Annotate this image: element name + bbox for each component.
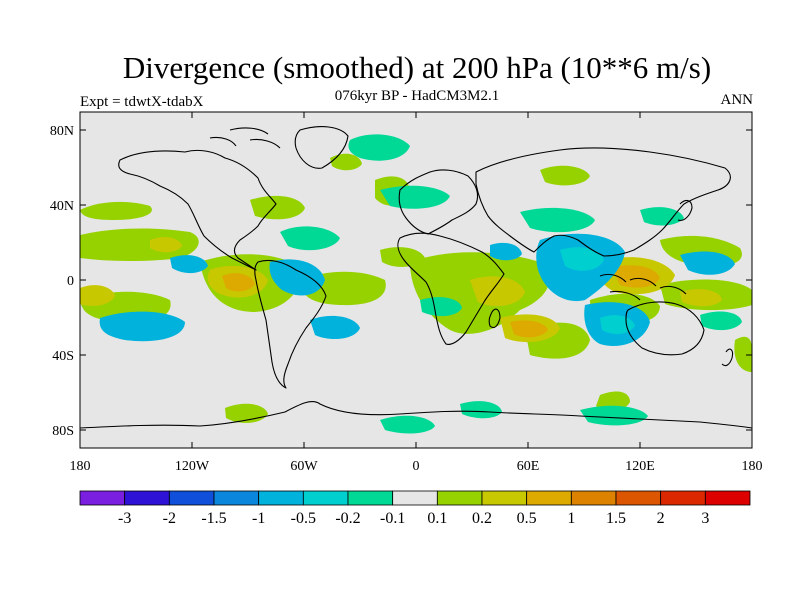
colorbar-swatch bbox=[213, 490, 260, 506]
field-patch bbox=[80, 228, 199, 261]
field-patch bbox=[700, 311, 742, 331]
lat-label: 40S bbox=[52, 349, 74, 364]
field-patch bbox=[734, 336, 752, 372]
colorbar-swatch bbox=[570, 490, 617, 506]
lon-label: 60E bbox=[517, 459, 540, 474]
field-patch bbox=[348, 134, 410, 161]
field-patch bbox=[80, 201, 152, 220]
colorbar-swatch bbox=[79, 490, 126, 506]
field-patch bbox=[580, 405, 648, 426]
lat-label: 80N bbox=[50, 124, 74, 139]
lon-label: 120E bbox=[625, 459, 655, 474]
coastline-australia bbox=[625, 301, 705, 356]
colorbar-label: -1 bbox=[252, 510, 265, 527]
field-patch bbox=[80, 285, 115, 306]
divergence-field bbox=[80, 134, 752, 434]
field-patch bbox=[99, 311, 185, 342]
field-patch bbox=[269, 259, 325, 296]
field-patch bbox=[222, 273, 255, 292]
coastlines bbox=[80, 126, 752, 429]
coastline-japan bbox=[677, 199, 693, 221]
field-patch bbox=[510, 320, 548, 338]
colorbar-swatch bbox=[615, 490, 662, 506]
colorbar-label: 0.1 bbox=[427, 510, 447, 527]
colorbar-swatch bbox=[258, 490, 304, 506]
field-patch bbox=[612, 265, 660, 288]
colorbar-swatch bbox=[347, 490, 394, 506]
field-patch bbox=[330, 153, 362, 171]
field-patch bbox=[520, 207, 595, 233]
plot-subtitle: 076kyr BP - HadCM3M2.1 bbox=[334, 88, 500, 104]
lat-label: 80S bbox=[52, 424, 74, 439]
field-patch bbox=[250, 195, 305, 220]
colorbar-swatch bbox=[704, 490, 751, 506]
colorbar-label: 0.2 bbox=[472, 510, 492, 527]
field-patch bbox=[640, 207, 684, 226]
coastline-asia bbox=[475, 147, 731, 257]
coastline-africa bbox=[397, 232, 505, 345]
field-patch bbox=[490, 242, 522, 261]
coastline-antarctica bbox=[80, 401, 752, 429]
experiment-label: Expt = tdwtX-tdabX bbox=[80, 94, 204, 110]
colorbar-label: 1 bbox=[567, 510, 575, 527]
latitude-axis: 80N 40N 0 40S 80S bbox=[50, 124, 752, 439]
lon-label: 60W bbox=[290, 459, 318, 474]
lat-label: 40N bbox=[50, 199, 74, 214]
colorbar-swatch bbox=[302, 490, 349, 506]
colorbar-label: 3 bbox=[701, 510, 709, 527]
colorbar-label: -1.5 bbox=[201, 510, 226, 527]
lon-label: 120W bbox=[175, 459, 210, 474]
field-patch bbox=[680, 289, 722, 307]
coastline-new-zealand bbox=[721, 348, 734, 367]
colorbar-label: -3 bbox=[118, 510, 131, 527]
coastline-europe bbox=[398, 169, 479, 235]
field-patch bbox=[150, 237, 182, 253]
colorbar-swatch bbox=[124, 490, 170, 506]
field-patch bbox=[540, 165, 590, 186]
colorbar-swatch bbox=[168, 490, 215, 506]
colorbar-swatch bbox=[392, 490, 438, 506]
plot-title: Divergence (smoothed) at 200 hPa (10**6 … bbox=[122, 50, 712, 85]
field-patch bbox=[170, 255, 208, 274]
lon-label: 180 bbox=[742, 459, 763, 474]
colorbar-label: -0.1 bbox=[380, 510, 405, 527]
coastline-madagascar bbox=[488, 308, 501, 329]
colorbar-label: 2 bbox=[657, 510, 665, 527]
lon-label: 0 bbox=[413, 459, 420, 474]
coastline-indonesia bbox=[599, 273, 687, 301]
field-patch bbox=[470, 276, 525, 307]
field-patch bbox=[460, 401, 502, 419]
colorbar-swatch bbox=[526, 490, 572, 506]
colorbar-label: -0.2 bbox=[335, 510, 360, 527]
colorbar: -3 -2 -1.5 -1 -0.5 -0.2 -0.1 0.1 0.2 0.5 1 1.5 2 3 bbox=[79, 490, 751, 527]
colorbar-swatch bbox=[481, 490, 528, 506]
lon-label: 180 bbox=[70, 459, 91, 474]
lat-label: 0 bbox=[67, 274, 74, 289]
colorbar-label: 0.5 bbox=[517, 510, 537, 527]
colorbar-swatch bbox=[660, 490, 706, 506]
colorbar-label: -2 bbox=[163, 510, 176, 527]
coastline-north-america bbox=[118, 149, 277, 271]
coastline-south-america bbox=[254, 259, 327, 389]
colorbar-swatch bbox=[436, 490, 483, 506]
coastline-arctic-islands bbox=[209, 127, 281, 149]
field-patch bbox=[310, 315, 360, 340]
field-patch bbox=[280, 226, 340, 251]
field-patch bbox=[380, 185, 450, 209]
colorbar-label: -0.5 bbox=[291, 510, 316, 527]
coastline-greenland bbox=[294, 126, 349, 169]
field-patch bbox=[380, 415, 435, 434]
field-patch bbox=[680, 251, 735, 275]
season-label: ANN bbox=[720, 92, 754, 108]
field-patch bbox=[560, 247, 604, 271]
field-patch bbox=[420, 297, 462, 317]
longitude-axis: 180 120W 60W 0 60E 120E 180 bbox=[70, 112, 763, 474]
colorbar-label: 1.5 bbox=[606, 510, 626, 527]
